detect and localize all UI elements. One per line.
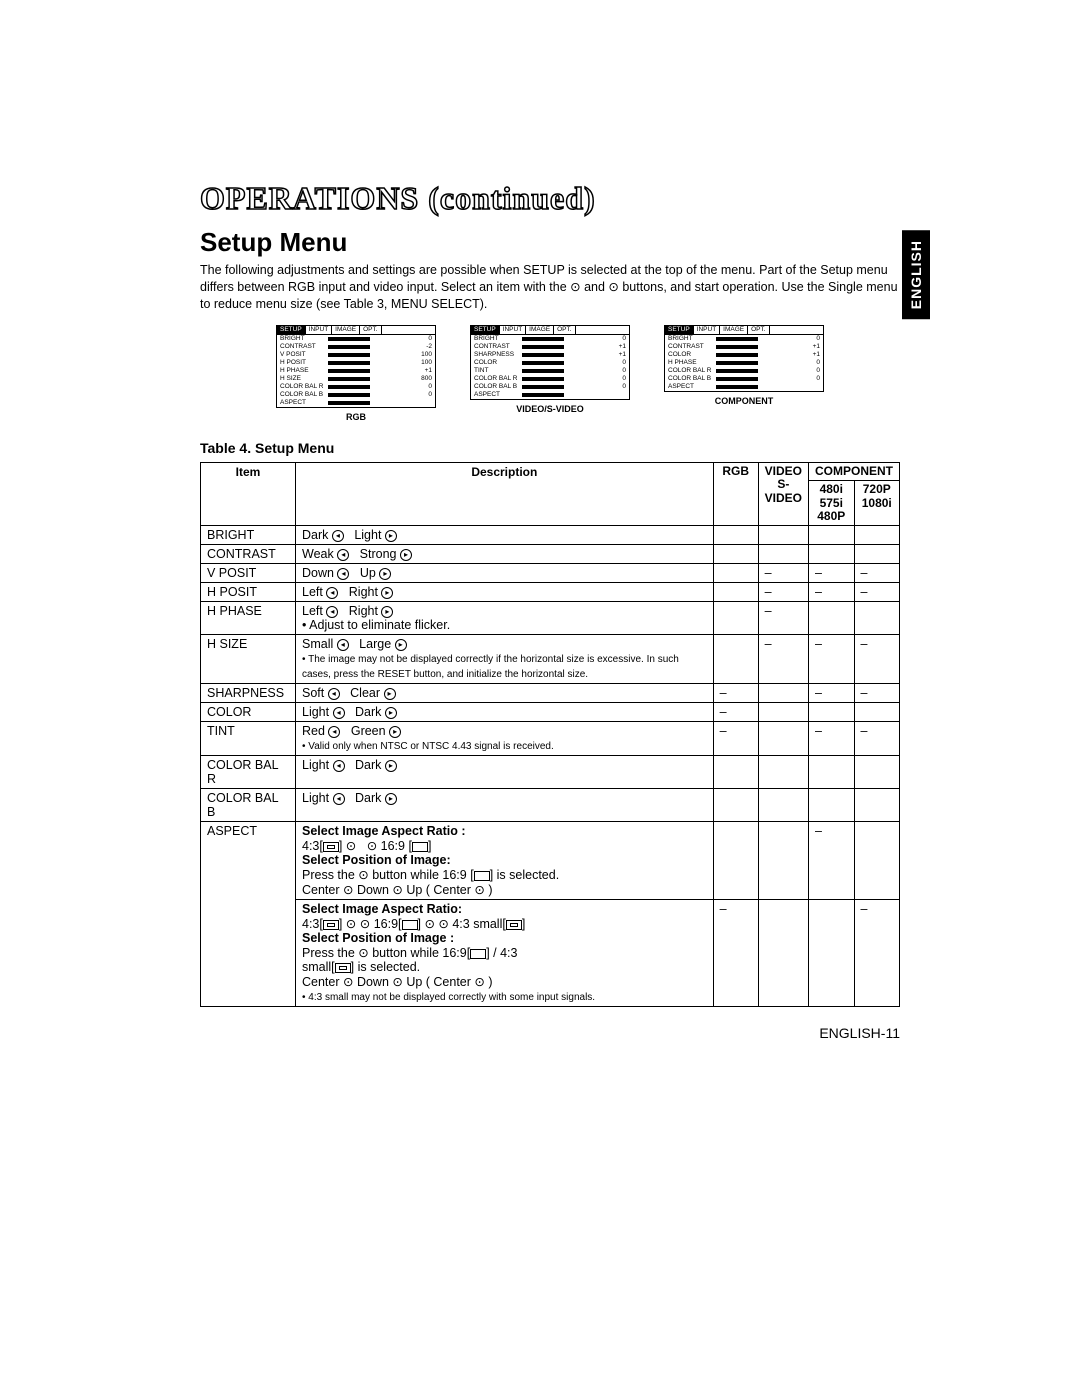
th-rgb: RGB (713, 463, 758, 526)
row-sharpness: SHARPNESS Soft ◂ Clear ▸ ––– (201, 683, 900, 702)
row-hsize: H SIZE Small ◂ Large ▸ • The image may n… (201, 634, 900, 683)
menu-component: SETUP INPUT IMAGE OPT. BRIGHT0CONTRAST+1… (664, 325, 824, 423)
row-hphase: H PHASE Left ◂ Right ▸ • Adjust to elimi… (201, 601, 900, 634)
language-tab: ENGLISH (902, 230, 930, 319)
th-item: Item (201, 463, 296, 526)
menu-caption-rgb: RGB (276, 412, 436, 422)
row-colorbal-b: COLOR BAL B Light ◂ Dark ▸ (201, 788, 900, 821)
menu-caption-component: COMPONENT (664, 396, 824, 406)
table-caption: Table 4. Setup Menu (200, 440, 900, 456)
setup-table: Item Description RGB VIDEO S-VIDEO COMPO… (200, 462, 900, 1007)
menu-rgb: SETUP INPUT IMAGE OPT. BRIGHT0CONTRAST-2… (276, 325, 436, 423)
page: OPERATIONS (continued) Setup Menu The fo… (0, 0, 1080, 1397)
th-desc: Description (296, 463, 714, 526)
row-bright: BRIGHT Dark ◂ Light ▸ (201, 525, 900, 544)
th-video: VIDEO S-VIDEO (758, 463, 808, 526)
menu-caption-video: VIDEO/S-VIDEO (470, 404, 630, 414)
heading-operations: OPERATIONS (continued) (200, 180, 900, 217)
menu-screenshots: SETUP INPUT IMAGE OPT. BRIGHT0CONTRAST-2… (200, 325, 900, 423)
row-hposit: H POSIT Left ◂ Right ▸ ––– (201, 582, 900, 601)
row-aspect-2: Select Image Aspect Ratio: 4:3[] ⊙ ⊙ 16:… (201, 899, 900, 1006)
row-color: COLOR Light ◂ Dark ▸ – (201, 702, 900, 721)
menu-video: SETUP INPUT IMAGE OPT. BRIGHT0CONTRAST+1… (470, 325, 630, 423)
th-component: COMPONENT (809, 463, 900, 481)
row-colorbal-r: COLOR BAL R Light ◂ Dark ▸ (201, 755, 900, 788)
row-vposit: V POSIT Down ◂ Up ▸ ––– (201, 563, 900, 582)
menu-tab-setup: SETUP (277, 326, 306, 335)
row-aspect-1: ASPECT Select Image Aspect Ratio : 4:3[]… (201, 821, 900, 899)
row-tint: TINT Red ◂ Green ▸ • Valid only when NTS… (201, 721, 900, 755)
th-c1: 480i 575i 480P (809, 481, 855, 526)
heading-setup: Setup Menu (200, 227, 900, 258)
page-number: ENGLISH-11 (200, 1025, 900, 1041)
intro-text: The following adjustments and settings a… (200, 262, 900, 313)
th-c2: 720P 1080i (854, 481, 900, 526)
row-contrast: CONTRAST Weak ◂ Strong ▸ (201, 544, 900, 563)
